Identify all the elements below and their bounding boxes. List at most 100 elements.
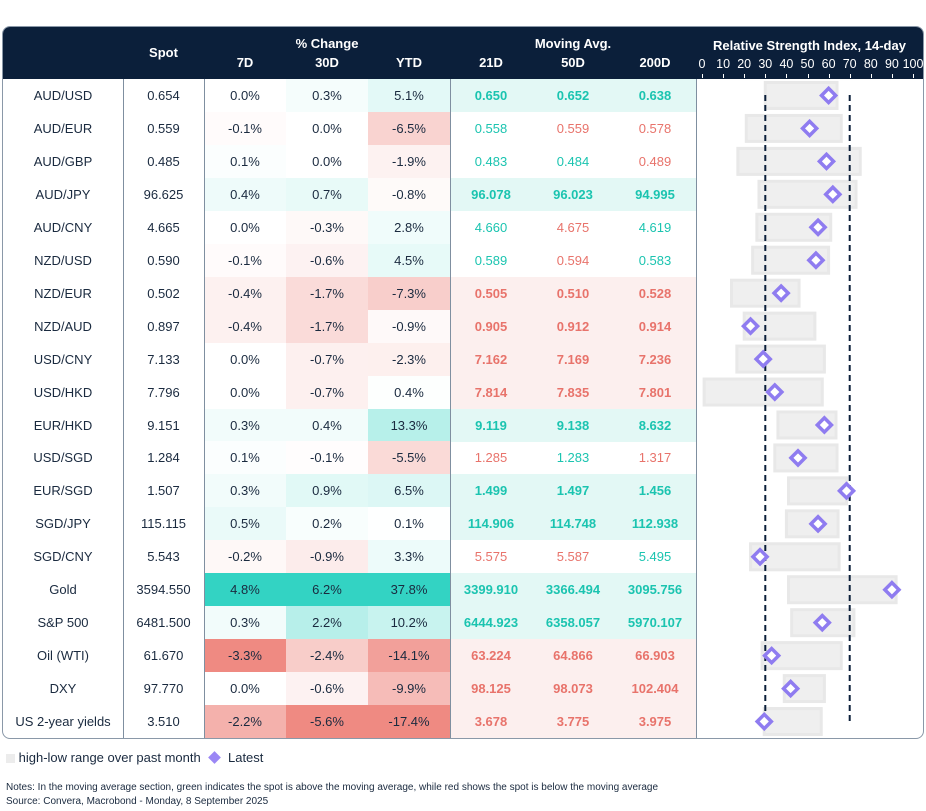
header-moving-avg: Moving Avg.: [534, 36, 612, 51]
cell-d30: -0.6%: [286, 243, 368, 277]
cell-ma21: 0.905: [450, 309, 532, 343]
cell-ma21: 1.285: [474, 450, 508, 466]
cell-name: AUD/GBP: [33, 153, 93, 169]
cell-ma50: 1.283: [556, 450, 590, 466]
header-200d: 200D: [639, 55, 671, 70]
cell-ytd: 4.5%: [368, 243, 450, 277]
cell-name: DXY: [49, 681, 77, 697]
table-row: NZD/AUD 0.897 -0.4% -1.7% -0.9% 0.905 0.912 0.9…: [3, 309, 696, 343]
cell-d30: -0.1%: [286, 441, 368, 475]
cell-d30: -1.7%: [286, 276, 368, 310]
cell-d7: 0.4%: [204, 177, 286, 211]
cell-d30: -0.6%: [286, 672, 368, 706]
cell-name: SGD/JPY: [35, 516, 91, 532]
table-row: SGD/JPY 115.115 0.5% 0.2% 0.1% 114.906 114.748…: [3, 507, 696, 541]
rsi-chart: [702, 80, 902, 737]
cell-ma21: 96.078: [450, 177, 532, 211]
cell-spot: 4.665: [147, 219, 180, 235]
cell-ytd: -17.4%: [368, 705, 450, 738]
header-spot: Spot: [149, 45, 178, 60]
rsi-tick-label: 10: [716, 57, 731, 71]
cell-d7: 0.5%: [204, 507, 286, 541]
diamond-icon: [208, 751, 222, 764]
rsi-tick-label: 80: [863, 57, 878, 71]
cell-d7: 0.3%: [204, 606, 286, 640]
cell-ma50: 114.748: [532, 507, 614, 541]
cell-ma21: 0.505: [450, 276, 532, 310]
cell-ytd: -6.5%: [368, 111, 450, 145]
rsi-tick-mark: [807, 74, 809, 78]
table-row: USD/SGD 1.284 0.1% -0.1% -5.5% 1.285 1.283 1.31…: [3, 441, 695, 475]
cell-d30: 0.0%: [286, 111, 368, 145]
rsi-tick-mark: [828, 74, 830, 78]
table-row: EUR/SGD 1.507 0.3% 0.9% 6.5% 1.499 1.497 1.456: [3, 474, 696, 508]
rsi-tick-mark: [891, 74, 893, 78]
cell-spot: 3.510: [147, 714, 180, 730]
rsi-latest-marker: [823, 184, 843, 204]
rsi-tick-label: 0: [698, 57, 706, 71]
cell-d7: -0.4%: [204, 276, 286, 310]
cell-ma21: 0.558: [474, 120, 508, 136]
rsi-latest-marker: [765, 382, 785, 402]
cell-name: NZD/AUD: [34, 318, 92, 334]
rsi-tick-label: 60: [821, 57, 836, 71]
table-row: USD/CNY 7.133 0.0% -0.7% -2.3% 7.162 7.169 7.23…: [3, 342, 696, 376]
rsi-latest-marker: [740, 316, 761, 336]
cell-ma200: 94.995: [614, 177, 696, 211]
rsi-tick-mark: [702, 74, 703, 78]
cell-ma50: 96.023: [532, 177, 614, 211]
footnotes: Notes: In the moving average section, gr…: [6, 781, 658, 809]
cell-ma50: 0.559: [556, 120, 590, 136]
cell-ytd: -0.9%: [368, 309, 450, 343]
cell-ma50: 7.835: [532, 375, 614, 409]
cell-ma200: 3095.756: [614, 573, 696, 607]
cell-d7: -3.3%: [204, 639, 286, 673]
cell-d7: -0.1%: [204, 111, 286, 145]
cell-spot: 0.502: [147, 285, 180, 301]
cell-spot: 115.115: [140, 516, 187, 532]
cell-ma200: 1.456: [614, 474, 696, 508]
rsi-tick-label: 90: [884, 57, 899, 71]
rsi-latest-marker: [808, 514, 828, 534]
rsi-tick-label: 100: [902, 57, 924, 71]
cell-ytd: 2.8%: [368, 210, 450, 244]
rsi-latest-marker: [819, 85, 839, 106]
cell-ma21: 0.483: [474, 153, 508, 169]
cell-ytd: -2.3%: [368, 342, 450, 376]
cell-ma200: 0.528: [614, 276, 696, 310]
legend-range: high-low range over past month: [18, 750, 201, 765]
cell-d30: -0.3%: [286, 210, 368, 244]
table-row: USD/HKD 7.796 0.0% -0.7% 0.4% 7.814 7.835 7.801: [3, 375, 696, 409]
rsi-latest-marker: [753, 349, 773, 369]
cell-spot: 3594.550: [136, 582, 191, 598]
cell-d7: -2.2%: [204, 705, 286, 738]
cell-spot: 61.670: [143, 648, 184, 664]
cell-name: S&P 500: [37, 615, 89, 631]
cell-spot: 7.133: [147, 351, 180, 367]
cell-ytd: 37.8%: [368, 573, 450, 607]
table-header: Spot % Change 7D 30D YTD Moving Avg. 21D…: [3, 27, 923, 79]
divider: [696, 79, 697, 738]
cell-ma200: 66.903: [614, 639, 696, 673]
cell-ma200: 5970.107: [614, 606, 696, 640]
cell-spot: 0.485: [147, 153, 180, 169]
cell-d7: -0.1%: [204, 243, 286, 277]
cell-name: Oil (WTI): [37, 648, 89, 664]
notes-text: Notes: In the moving average section, gr…: [6, 782, 659, 793]
table-row: S&P 500 6481.500 0.3% 2.2% 10.2% 6444.923 6358…: [3, 606, 696, 640]
cell-ma21: 114.906: [450, 507, 532, 541]
rsi-tick-label: 30: [758, 57, 773, 71]
header-rsi-title: Relative Strength Index, 14-day: [713, 38, 906, 53]
rsi-tick-label: 70: [842, 57, 857, 71]
header-pct-change: % Change: [295, 36, 359, 51]
cell-d30: 2.2%: [286, 606, 368, 640]
cell-ma200: 5.495: [638, 549, 672, 565]
cell-spot: 1.507: [147, 483, 180, 499]
table-row: AUD/JPY 96.625 0.4% 0.7% -0.8% 96.078 96.023 94…: [3, 177, 696, 211]
cell-spot: 6481.500: [136, 615, 191, 631]
cell-ma21: 1.499: [450, 474, 532, 508]
table-row: SGD/CNY 5.543 -0.2% -0.9% 3.3% 5.575 5.587 5.49…: [3, 540, 695, 574]
table-row: AUD/USD 0.654 0.0% 0.3% 5.1% 0.650 0.652 0.638: [3, 79, 696, 112]
rsi-latest-marker: [816, 151, 837, 171]
rsi-tick-label: 40: [779, 57, 794, 71]
